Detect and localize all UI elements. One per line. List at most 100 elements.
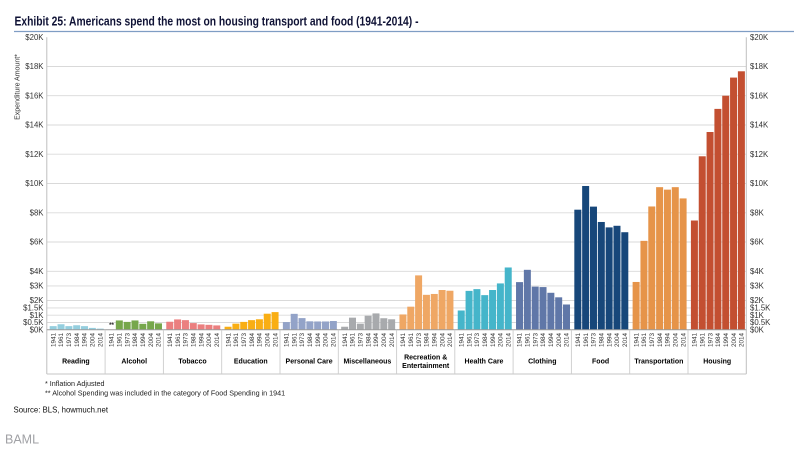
svg-text:1973: 1973 <box>299 333 306 348</box>
svg-text:2014: 2014 <box>156 333 163 348</box>
svg-text:Entertainment: Entertainment <box>402 363 450 370</box>
svg-text:2014: 2014 <box>214 333 221 348</box>
svg-text:**: ** <box>109 322 114 329</box>
svg-text:$3K: $3K <box>30 282 45 291</box>
svg-text:$20K: $20K <box>25 33 44 42</box>
svg-text:2014: 2014 <box>564 333 571 348</box>
svg-text:$4K: $4K <box>30 267 45 276</box>
svg-text:1994: 1994 <box>723 333 730 348</box>
svg-text:1984: 1984 <box>74 333 81 348</box>
svg-text:2004: 2004 <box>498 333 505 348</box>
svg-text:2004: 2004 <box>556 333 563 348</box>
svg-text:1973: 1973 <box>66 333 73 348</box>
svg-text:2004: 2004 <box>206 333 213 348</box>
svg-text:$0K: $0K <box>750 325 765 334</box>
svg-text:1941: 1941 <box>50 333 57 348</box>
svg-text:1994: 1994 <box>373 333 380 348</box>
svg-text:1941: 1941 <box>400 333 407 348</box>
svg-text:1961: 1961 <box>408 333 415 348</box>
svg-text:Education: Education <box>234 359 268 366</box>
svg-text:1941: 1941 <box>692 333 699 348</box>
svg-text:2004: 2004 <box>439 333 446 348</box>
svg-text:1984: 1984 <box>307 333 314 348</box>
svg-text:$1.5K: $1.5K <box>750 304 771 313</box>
svg-text:1984: 1984 <box>657 333 664 348</box>
svg-text:1941: 1941 <box>458 333 465 348</box>
svg-text:$2K: $2K <box>750 296 765 305</box>
svg-text:1994: 1994 <box>140 333 147 348</box>
svg-text:2014: 2014 <box>622 333 629 348</box>
svg-text:1941: 1941 <box>517 333 524 348</box>
svg-text:1961: 1961 <box>525 333 532 348</box>
svg-text:$20K: $20K <box>750 33 769 42</box>
svg-text:$14K: $14K <box>750 121 769 130</box>
svg-text:$3K: $3K <box>750 282 765 291</box>
svg-text:Tobacco: Tobacco <box>178 359 206 366</box>
svg-text:1984: 1984 <box>715 333 722 348</box>
svg-text:2004: 2004 <box>148 333 155 348</box>
svg-text:2004: 2004 <box>323 333 330 348</box>
svg-text:Health Care: Health Care <box>465 359 504 366</box>
svg-text:1984: 1984 <box>482 333 489 348</box>
svg-text:$10K: $10K <box>750 179 769 188</box>
svg-text:1994: 1994 <box>431 333 438 348</box>
svg-text:$14K: $14K <box>25 121 44 130</box>
svg-text:$8K: $8K <box>750 208 765 217</box>
svg-text:2014: 2014 <box>680 333 687 348</box>
svg-text:Alcohol: Alcohol <box>121 359 147 366</box>
svg-text:2004: 2004 <box>90 333 97 348</box>
svg-text:1973: 1973 <box>241 333 248 348</box>
svg-text:1941: 1941 <box>167 333 174 348</box>
svg-text:2014: 2014 <box>505 333 512 348</box>
svg-text:$1.5K: $1.5K <box>23 304 44 313</box>
svg-text:2014: 2014 <box>447 333 454 348</box>
svg-text:1994: 1994 <box>548 333 555 348</box>
svg-text:1961: 1961 <box>466 333 473 348</box>
svg-text:Transportation: Transportation <box>634 359 683 366</box>
svg-text:$12K: $12K <box>750 150 769 159</box>
svg-text:Expenditure Amount*: Expenditure Amount* <box>15 54 22 120</box>
svg-text:$18K: $18K <box>25 62 44 71</box>
svg-text:1984: 1984 <box>599 333 606 348</box>
svg-text:1994: 1994 <box>606 333 613 348</box>
svg-text:2004: 2004 <box>731 333 738 348</box>
svg-text:2014: 2014 <box>739 333 746 348</box>
svg-text:Clothing: Clothing <box>528 359 556 366</box>
svg-text:$8K: $8K <box>30 208 45 217</box>
svg-text:2014: 2014 <box>272 333 279 348</box>
svg-text:1961: 1961 <box>699 333 706 348</box>
svg-text:1984: 1984 <box>249 333 256 348</box>
svg-text:1941: 1941 <box>633 333 640 348</box>
svg-text:1973: 1973 <box>532 333 539 348</box>
svg-text:1994: 1994 <box>82 333 89 348</box>
svg-text:$6K: $6K <box>750 238 765 247</box>
svg-text:1994: 1994 <box>257 333 264 348</box>
svg-text:1961: 1961 <box>175 333 182 348</box>
svg-text:$18K: $18K <box>750 62 769 71</box>
svg-text:1941: 1941 <box>109 333 116 348</box>
svg-text:1973: 1973 <box>416 333 423 348</box>
svg-text:Miscellaneous: Miscellaneous <box>343 359 391 366</box>
svg-text:1984: 1984 <box>424 333 431 348</box>
svg-text:1941: 1941 <box>225 333 232 348</box>
svg-text:$4K: $4K <box>750 267 765 276</box>
svg-text:BAML: BAML <box>5 433 39 447</box>
svg-text:1941: 1941 <box>342 333 349 348</box>
svg-text:Food: Food <box>592 359 609 366</box>
svg-text:1973: 1973 <box>649 333 656 348</box>
svg-text:1973: 1973 <box>707 333 714 348</box>
svg-text:1961: 1961 <box>233 333 240 348</box>
svg-text:1973: 1973 <box>183 333 190 348</box>
svg-text:$1K: $1K <box>750 311 765 320</box>
svg-text:1994: 1994 <box>315 333 322 348</box>
svg-text:$2K: $2K <box>30 296 45 305</box>
svg-text:$12K: $12K <box>25 150 44 159</box>
svg-text:1973: 1973 <box>474 333 481 348</box>
svg-text:2004: 2004 <box>264 333 271 348</box>
svg-text:2014: 2014 <box>389 333 396 348</box>
svg-text:2004: 2004 <box>381 333 388 348</box>
svg-text:$10K: $10K <box>25 179 44 188</box>
svg-text:1941: 1941 <box>575 333 582 348</box>
svg-text:1961: 1961 <box>291 333 298 348</box>
svg-text:1994: 1994 <box>490 333 497 348</box>
